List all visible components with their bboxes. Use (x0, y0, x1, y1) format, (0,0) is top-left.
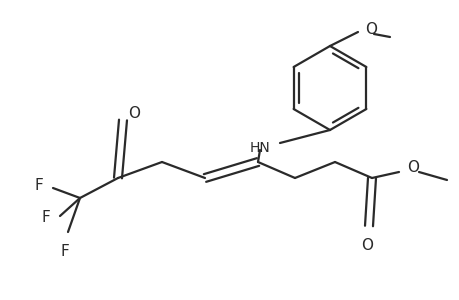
Text: O: O (360, 238, 372, 253)
Text: F: F (61, 244, 69, 259)
Text: F: F (41, 211, 50, 226)
Text: O: O (406, 160, 418, 175)
Text: O: O (364, 22, 376, 38)
Text: O: O (128, 106, 140, 122)
Text: HN: HN (249, 141, 269, 155)
Text: F: F (34, 178, 43, 193)
